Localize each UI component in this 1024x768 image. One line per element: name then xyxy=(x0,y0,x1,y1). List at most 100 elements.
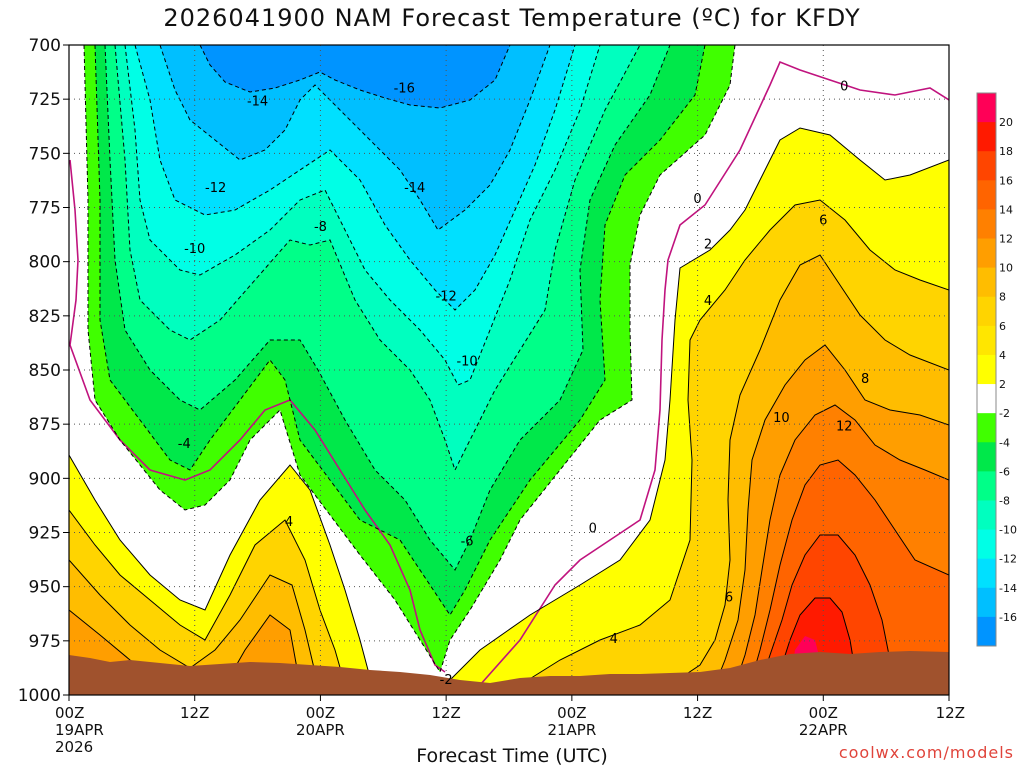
contour-label: 10 xyxy=(773,411,790,426)
colorbar-swatch xyxy=(977,587,996,618)
colorbar-swatch xyxy=(977,325,996,356)
colorbar-swatch xyxy=(977,529,996,560)
contour-labels: -16 -14 -14 -12 -12 -10 -10 -8 -6 -4 -2 0 0 0 2 4 4 4 6 6 8 1… xyxy=(178,79,870,688)
contour-label: 0 xyxy=(589,521,597,536)
y-axis: 700 725 750 775 800 825 850 875 900 925 950 975 1000 xyxy=(18,36,69,706)
colorbar-label: -16 xyxy=(999,611,1017,624)
contour-label: -12 xyxy=(436,290,457,305)
y-tick-label: 925 xyxy=(29,524,61,544)
contour-label: 2 xyxy=(704,238,712,253)
x-tick-label: 12Z xyxy=(431,704,460,722)
credit-text: coolwx.com/models xyxy=(838,743,1014,762)
y-tick-label: 950 xyxy=(29,578,61,598)
grid-lines xyxy=(69,45,949,695)
zero-contour-right xyxy=(479,60,949,686)
contour-label: -10 xyxy=(184,242,205,257)
region-minus16 xyxy=(200,45,510,108)
colorbar-swatch xyxy=(977,616,996,647)
y-tick-label: 800 xyxy=(29,253,61,273)
cold-contours xyxy=(83,45,736,674)
y-tick-label: 875 xyxy=(29,415,61,435)
contour-label: 4 xyxy=(704,294,712,309)
page-title: 2026041900 NAM Forecast Temperature (ºC)… xyxy=(163,4,861,32)
contour-label: -6 xyxy=(461,534,474,549)
colorbar-swatch xyxy=(977,151,996,181)
zero-contour-left xyxy=(69,159,446,673)
contour-label: 6 xyxy=(725,591,733,606)
contour-label: -10 xyxy=(456,355,477,370)
contour-label: -14 xyxy=(247,95,268,110)
colorbar-label: 16 xyxy=(999,174,1013,187)
colorbar-label: 2 xyxy=(999,378,1006,391)
colorbar-swatch xyxy=(977,238,996,269)
y-tick-label: 750 xyxy=(29,144,61,164)
colorbar-label: -4 xyxy=(999,436,1010,449)
colorbar-label: 20 xyxy=(999,116,1013,129)
y-tick-label: 700 xyxy=(29,36,61,56)
colorbar-swatch xyxy=(977,471,996,501)
colorbar-swatch xyxy=(977,93,996,123)
y-tick-label: 900 xyxy=(29,469,61,489)
contour-label: -8 xyxy=(314,220,327,235)
x-tick-year: 2026 xyxy=(55,738,93,756)
colorbar-swatch xyxy=(977,500,996,531)
contour-label: -14 xyxy=(404,181,425,196)
colorbar-label: -12 xyxy=(999,553,1017,566)
colorbar-swatch xyxy=(977,558,996,589)
colorbar-swatch xyxy=(977,122,996,152)
y-tick-label: 775 xyxy=(29,199,61,219)
colorbar-label: 6 xyxy=(999,320,1006,333)
colorbar-label: 8 xyxy=(999,291,1006,304)
colorbar-swatch xyxy=(977,209,996,240)
contour-label: -4 xyxy=(178,437,191,452)
x-tick-date: 21APR xyxy=(547,721,596,739)
colorbar-swatch xyxy=(977,354,996,385)
colorbar-label: -6 xyxy=(999,465,1010,478)
x-tick-label: 00Z xyxy=(306,704,335,722)
x-tick-label: 12Z xyxy=(180,704,209,722)
colorbar-label: 12 xyxy=(999,233,1013,246)
x-tick-label: 00Z xyxy=(55,704,84,722)
colorbar-label: -14 xyxy=(999,582,1017,595)
contour-label: 6 xyxy=(819,214,827,229)
colorbar-swatch xyxy=(977,296,996,327)
plot-area: -16 -14 -14 -12 -12 -10 -10 -8 -6 -4 -2 0 0 0 2 4 4 4 6 6 8 1… xyxy=(69,45,949,695)
x-tick-label: 12Z xyxy=(936,704,965,722)
x-axis-label: Forecast Time (UTC) xyxy=(416,745,608,767)
colorbar-label: 10 xyxy=(999,262,1013,275)
y-tick-label: 725 xyxy=(29,90,61,110)
y-tick-label: 825 xyxy=(29,307,61,327)
colorbar-label: -8 xyxy=(999,494,1010,507)
colorbar-swatch xyxy=(977,180,996,210)
colorbar-frame xyxy=(976,92,997,647)
y-tick-label: 850 xyxy=(29,361,61,381)
x-tick-label: 00Z xyxy=(557,704,586,722)
colorbar: 20 18 16 14 12 10 8 6 4 2 -2 -4 -6 -8 -10 -12 -14 -16 xyxy=(976,92,1017,647)
x-tick-label: 00Z xyxy=(809,704,838,722)
colorbar-swatch xyxy=(977,413,996,443)
contour-label: 4 xyxy=(285,515,293,530)
terrain xyxy=(69,651,949,695)
colorbar-label: -10 xyxy=(999,524,1017,537)
y-tick-label: 1000 xyxy=(18,686,61,706)
x-tick-label: 12Z xyxy=(683,704,712,722)
colorbar-label: 14 xyxy=(999,203,1013,216)
contour-label: -12 xyxy=(205,181,226,196)
colorbar-label: 18 xyxy=(999,145,1013,158)
colorbar-swatch xyxy=(977,267,996,298)
contour-label: 0 xyxy=(840,79,848,94)
colorbar-label: -2 xyxy=(999,407,1010,420)
contour-label: 0 xyxy=(693,192,701,207)
x-tick-date: 19APR xyxy=(55,721,104,739)
contour-label: 12 xyxy=(836,420,853,435)
colorbar-swatch xyxy=(977,442,996,472)
contour-label: -16 xyxy=(394,82,415,97)
x-tick-date: 20APR xyxy=(296,721,345,739)
y-tick-label: 975 xyxy=(29,632,61,652)
colorbar-label: 4 xyxy=(999,349,1006,362)
colorbar-swatch xyxy=(977,384,996,414)
contour-label: 8 xyxy=(861,372,869,387)
contour-label: -2 xyxy=(440,673,453,688)
